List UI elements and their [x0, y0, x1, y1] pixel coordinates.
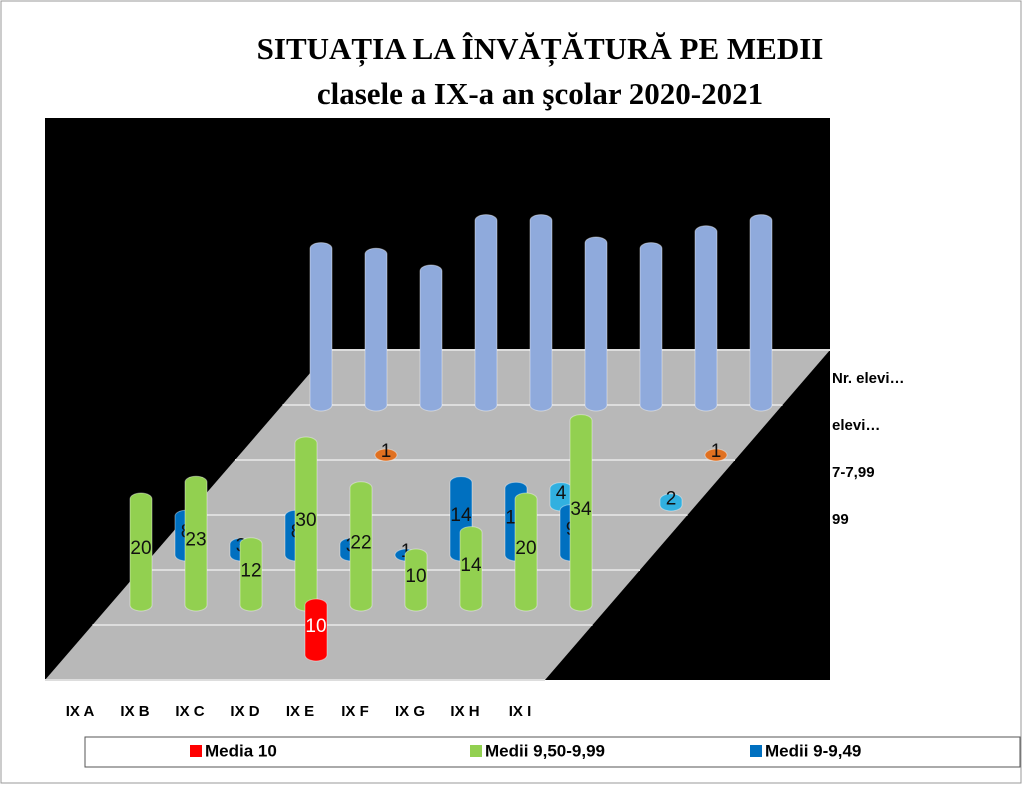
value-label: 34: [570, 499, 592, 520]
value-label: 12: [240, 560, 261, 581]
bar: [659, 493, 683, 512]
bar: [404, 548, 428, 612]
x-tick-label: IX C: [175, 703, 204, 720]
legend-swatch: [470, 745, 482, 757]
bar: [514, 492, 538, 612]
bar: [584, 236, 608, 412]
bar: [364, 247, 388, 412]
value-label: 4: [556, 483, 567, 504]
x-tick-label: IX F: [341, 703, 369, 720]
value-label: 10: [405, 566, 426, 587]
bar: [529, 214, 553, 412]
x-tick-label: IX H: [450, 703, 479, 720]
legend: [84, 736, 1021, 768]
bar: [459, 526, 483, 612]
bar: [569, 414, 593, 612]
legend-swatch: [750, 745, 762, 757]
bar: [749, 214, 773, 412]
x-tick-label: IX A: [66, 703, 95, 720]
value-label: 20: [515, 538, 536, 559]
x-tick-label: IX E: [286, 703, 314, 720]
chart-title: SITUAȚIA LA ÎNVĂȚĂTURĂ PE MEDII: [257, 31, 824, 67]
value-label: 1: [381, 441, 392, 462]
legend-label: Media 10: [205, 741, 277, 760]
value-label: 2: [666, 488, 677, 509]
depth-label: Nr. elevi…: [832, 370, 905, 387]
bar: [704, 448, 728, 462]
value-label: 20: [130, 538, 151, 559]
bar: [639, 242, 663, 412]
depth-label: 7-7,99: [832, 464, 875, 481]
bar: [129, 492, 153, 612]
bar: [304, 598, 328, 662]
bar: [474, 214, 498, 412]
bar: [349, 481, 373, 612]
bar: [184, 475, 208, 612]
value-label: 14: [450, 505, 472, 526]
x-tick-label: IX G: [395, 703, 425, 720]
bar: [694, 225, 718, 412]
value-label: 1: [401, 541, 412, 562]
legend-label: Medii 9,50-9,99: [485, 741, 605, 760]
value-label: 1: [711, 441, 722, 462]
chart-subtitle: clasele a IX-a an şcolar 2020-2021: [317, 76, 763, 111]
x-tick-label: IX B: [120, 703, 149, 720]
bar: [374, 448, 398, 462]
x-tick-label: IX D: [230, 703, 259, 720]
legend-label: Medii 9-9,49: [765, 741, 861, 760]
depth-label: elevi…: [832, 417, 880, 434]
bar: [239, 537, 263, 612]
value-label: 22: [350, 532, 371, 553]
bar: [309, 242, 333, 412]
value-label: 14: [460, 555, 482, 576]
value-label: 30: [295, 510, 316, 531]
x-tick-label: IX I: [509, 703, 532, 720]
value-label: 10: [305, 616, 326, 637]
legend-swatch: [190, 745, 202, 757]
depth-label: 99: [832, 511, 849, 528]
value-label: 23: [185, 530, 206, 551]
bar: [419, 264, 443, 412]
